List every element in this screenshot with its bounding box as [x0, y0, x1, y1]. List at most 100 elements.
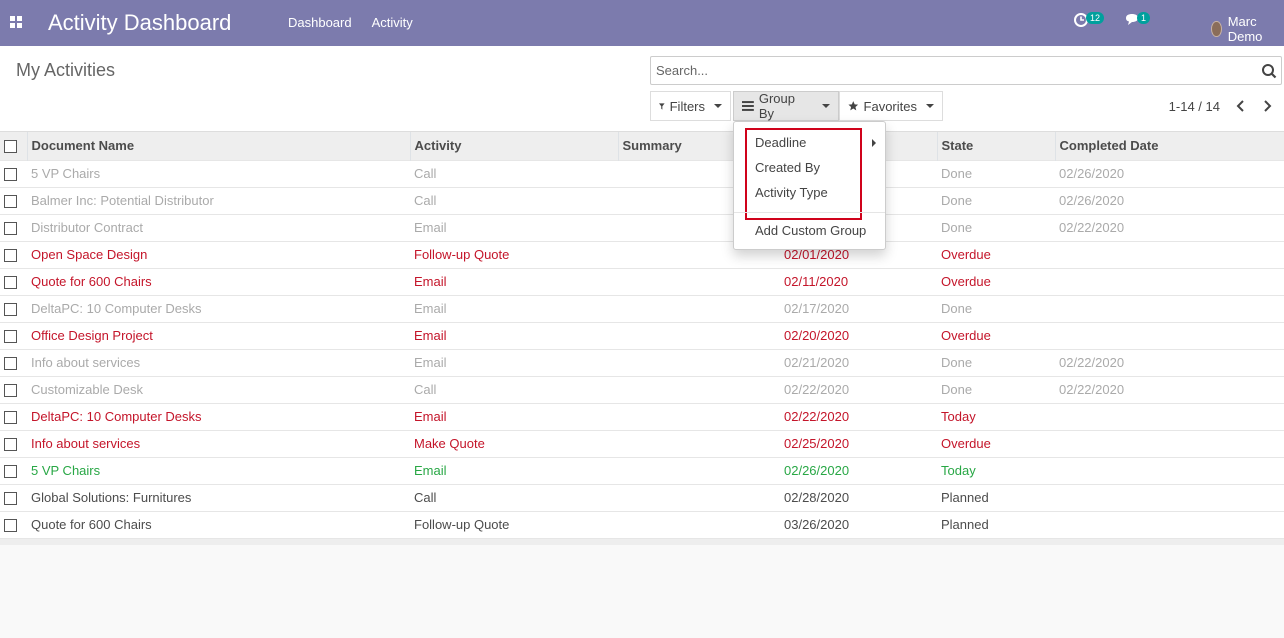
search-input[interactable]	[651, 57, 1231, 84]
column-header[interactable]: Completed Date	[1054, 132, 1284, 160]
table-row[interactable]: Office Design Project Email 02/20/2020 Over…	[0, 321, 1284, 349]
completed-date-cell: 02/26/2020	[1055, 186, 1284, 214]
row-select-cell	[0, 321, 27, 349]
search-icon[interactable]	[1261, 63, 1277, 79]
document-name-cell: 5 VP Chairs	[27, 159, 410, 187]
completed-date-cell: 02/22/2020	[1055, 348, 1284, 376]
document-name-cell: Customizable Desk	[27, 375, 410, 403]
row-select-cell	[0, 213, 27, 241]
table-row[interactable]: Quote for 600 Chairs Email 02/11/2020 Overd…	[0, 267, 1284, 295]
summary-cell	[618, 348, 780, 376]
summary-cell	[618, 402, 780, 430]
activity-cell: Email	[410, 213, 618, 241]
table-row[interactable]: 5 VP Chairs Call Done 02/26/2020	[0, 159, 1284, 187]
activity-cell: Make Quote	[410, 429, 618, 457]
summary-cell	[618, 321, 780, 349]
document-name-cell: DeltaPC: 10 Computer Desks	[27, 294, 410, 322]
completed-date-cell	[1055, 240, 1284, 268]
document-name-cell: Open Space Design	[27, 240, 410, 268]
row-select-cell	[0, 348, 27, 376]
due-date-cell: 03/26/2020	[780, 510, 937, 538]
table-row[interactable]: Global Solutions: Furnitures Call 02/28/20…	[0, 483, 1284, 511]
add-custom-group[interactable]: Add Custom Group	[755, 223, 867, 238]
caret-right-icon	[872, 139, 876, 147]
row-checkbox[interactable]	[4, 465, 17, 479]
row-checkbox[interactable]	[4, 222, 17, 236]
row-checkbox[interactable]	[4, 276, 17, 290]
select-all-cell	[0, 132, 27, 160]
table-row[interactable]: Customizable Desk Call 02/22/2020 Done 02/22…	[0, 375, 1284, 403]
filters-label: Filters	[669, 98, 705, 114]
group-by-label: Group By	[758, 91, 795, 121]
chat-icon	[1126, 14, 1138, 25]
chevron-down-icon	[822, 104, 830, 108]
activity-cell: Call	[410, 159, 618, 187]
summary-cell	[618, 429, 780, 457]
row-checkbox[interactable]	[4, 195, 17, 209]
user-name: Marc Demo	[1227, 14, 1263, 44]
column-header[interactable]: State	[936, 132, 1055, 160]
table-row[interactable]: DeltaPC: 10 Computer Desks Email 02/17/202…	[0, 294, 1284, 322]
completed-date-cell	[1055, 321, 1284, 349]
chevron-left-icon[interactable]	[1233, 98, 1249, 114]
table-row[interactable]: Open Space Design Follow-up Quote 02/01/20…	[0, 240, 1284, 268]
completed-date-cell	[1055, 429, 1284, 457]
row-checkbox[interactable]	[4, 303, 17, 317]
main-menu: Dashboard Activity	[288, 15, 413, 30]
row-checkbox[interactable]	[4, 411, 17, 425]
row-checkbox[interactable]	[4, 168, 17, 182]
group-by-deadline[interactable]: Deadline	[755, 135, 807, 150]
due-date-cell: 02/28/2020	[780, 483, 937, 511]
row-checkbox[interactable]	[4, 438, 17, 452]
column-header[interactable]: Document Name	[26, 132, 410, 160]
table-row[interactable]: Info about services Email 02/21/2020 Done 02…	[0, 348, 1284, 376]
state-cell: Done	[937, 294, 1055, 322]
activity-cell: Call	[410, 186, 618, 214]
select-all-checkbox[interactable]	[4, 140, 17, 154]
group-by-activity-type[interactable]: Activity Type	[755, 185, 828, 200]
group-by-created-by[interactable]: Created By	[755, 160, 821, 175]
menu-dashboard[interactable]: Dashboard	[288, 15, 352, 30]
activity-cell: Email	[410, 294, 618, 322]
table-row[interactable]: Quote for 600 Chairs Follow-up Quote 03/26…	[0, 510, 1284, 538]
column-header[interactable]: Activity	[409, 132, 618, 160]
row-checkbox[interactable]	[4, 357, 17, 371]
group-by-dropdown: Deadline Created By Activity Type Add Cu…	[733, 121, 886, 250]
row-checkbox[interactable]	[4, 492, 17, 506]
completed-date-cell	[1055, 483, 1284, 511]
state-cell: Today	[937, 402, 1055, 430]
row-checkbox[interactable]	[4, 330, 17, 344]
control-panel: My Activities Filters Group By Favorites…	[0, 46, 1284, 132]
table-row[interactable]: DeltaPC: 10 Computer Desks Email 02/22/202…	[0, 402, 1284, 430]
completed-date-cell	[1055, 267, 1284, 295]
due-date-cell: 02/17/2020	[780, 294, 937, 322]
summary-cell	[618, 456, 780, 484]
row-checkbox[interactable]	[4, 249, 17, 263]
summary-cell	[618, 483, 780, 511]
menu-activity[interactable]: Activity	[371, 15, 413, 30]
activity-tray[interactable]: 12	[1074, 12, 1105, 30]
due-date-cell: 02/25/2020	[780, 429, 937, 457]
filters-button[interactable]: Filters	[650, 91, 731, 121]
row-checkbox[interactable]	[4, 519, 17, 533]
favorites-button[interactable]: Favorites	[839, 91, 943, 121]
table-row[interactable]: 5 VP Chairs Email 02/26/2020 Today	[0, 456, 1284, 484]
avatar	[1211, 21, 1222, 37]
state-cell: Done	[937, 159, 1055, 187]
pager-value[interactable]: 1-14 / 14	[1168, 99, 1220, 114]
completed-date-cell	[1055, 510, 1284, 538]
table-row[interactable]: Distributor Contract Email Done 02/22/2020	[0, 213, 1284, 241]
activity-cell: Email	[410, 267, 618, 295]
row-checkbox[interactable]	[4, 384, 17, 398]
document-name-cell: 5 VP Chairs	[27, 456, 410, 484]
chevron-right-icon[interactable]	[1259, 98, 1275, 114]
table-row[interactable]: Balmer Inc: Potential Distributor Call Don…	[0, 186, 1284, 214]
row-select-cell	[0, 159, 27, 187]
table-row[interactable]: Info about services Make Quote 02/25/2020 O…	[0, 429, 1284, 457]
state-cell: Overdue	[937, 240, 1055, 268]
group-by-button[interactable]: Group By	[733, 91, 839, 121]
search-box	[650, 56, 1282, 85]
user-menu[interactable]: Marc Demo	[1211, 14, 1268, 44]
messaging-tray[interactable]: 1	[1125, 12, 1151, 29]
apps-menu-icon[interactable]	[10, 16, 23, 29]
